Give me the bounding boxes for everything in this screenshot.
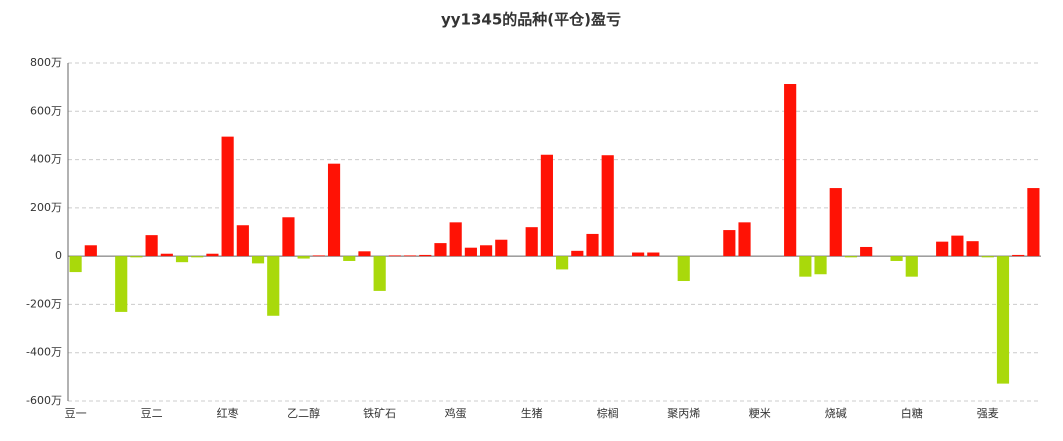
x-tick-label: 强麦 — [977, 407, 999, 420]
bar — [799, 256, 812, 277]
x-tick-label: 乙二醇 — [287, 406, 320, 420]
bar — [996, 256, 1010, 384]
bar — [814, 256, 827, 275]
x-tick-label: 鸡蛋 — [445, 406, 467, 420]
bar — [84, 245, 97, 257]
y-tick-label: 600万 — [30, 104, 62, 117]
bar — [784, 84, 797, 257]
bar — [966, 241, 979, 257]
bar — [419, 254, 432, 257]
x-tick-label: 红枣 — [217, 407, 239, 420]
bar — [890, 256, 903, 261]
bar — [495, 239, 508, 257]
bar — [312, 255, 325, 257]
bar — [343, 256, 356, 261]
bar — [236, 225, 249, 257]
x-tick-label: 棕榈 — [597, 406, 619, 420]
bar — [221, 136, 234, 257]
bar — [905, 256, 918, 277]
y-tick-label: 400万 — [30, 153, 62, 166]
x-tick-label: 铁矿石 — [363, 407, 396, 420]
bar — [449, 222, 462, 257]
y-tick-label: -400万 — [26, 346, 62, 359]
bar — [1012, 254, 1025, 257]
bar — [571, 250, 584, 257]
bar — [434, 243, 447, 257]
bar — [723, 230, 736, 257]
y-tick-label: -200万 — [26, 297, 62, 310]
chart-title: yy1345的品种(平仓)盈亏 — [441, 11, 621, 29]
bar — [69, 256, 82, 273]
x-tick-label: 白糖 — [901, 406, 923, 420]
bar — [556, 256, 569, 270]
bar — [145, 235, 158, 257]
bar — [115, 256, 128, 312]
bar — [480, 245, 493, 257]
bar — [251, 256, 265, 264]
y-tick-label: 200万 — [30, 201, 62, 214]
bar — [358, 251, 371, 257]
bar — [981, 256, 994, 258]
bar — [601, 155, 614, 257]
bar — [677, 256, 690, 282]
bar — [160, 253, 173, 257]
bar — [647, 252, 660, 257]
bar — [282, 217, 295, 257]
bar — [388, 255, 401, 257]
x-tick-label: 聚丙烯 — [667, 407, 700, 420]
bar — [175, 256, 189, 263]
bar — [191, 256, 204, 258]
y-tick-label: -600万 — [26, 394, 62, 407]
x-tick-label: 生猪 — [521, 406, 543, 420]
bar — [130, 256, 143, 258]
y-tick-label: 800万 — [30, 56, 62, 69]
bar — [738, 222, 751, 257]
x-tick-label: 豆一 — [65, 407, 87, 420]
x-tick-label: 豆二 — [141, 407, 163, 420]
bar — [297, 256, 310, 259]
bar — [267, 256, 280, 316]
bar — [403, 255, 417, 257]
bar — [206, 253, 219, 257]
bar — [632, 252, 645, 257]
bar — [540, 154, 553, 257]
y-tick-label: 0 — [55, 249, 62, 262]
bar — [1027, 188, 1040, 257]
bar — [951, 235, 964, 257]
bar — [373, 256, 386, 291]
bar — [936, 241, 949, 257]
bar — [464, 247, 477, 257]
bar — [586, 233, 599, 257]
x-tick-label: 烧碱 — [825, 407, 847, 420]
bar — [829, 188, 842, 257]
x-tick-label: 粳米 — [749, 406, 771, 420]
bar — [525, 227, 538, 257]
bar — [860, 246, 873, 257]
bar — [327, 163, 341, 257]
bar — [844, 256, 858, 258]
